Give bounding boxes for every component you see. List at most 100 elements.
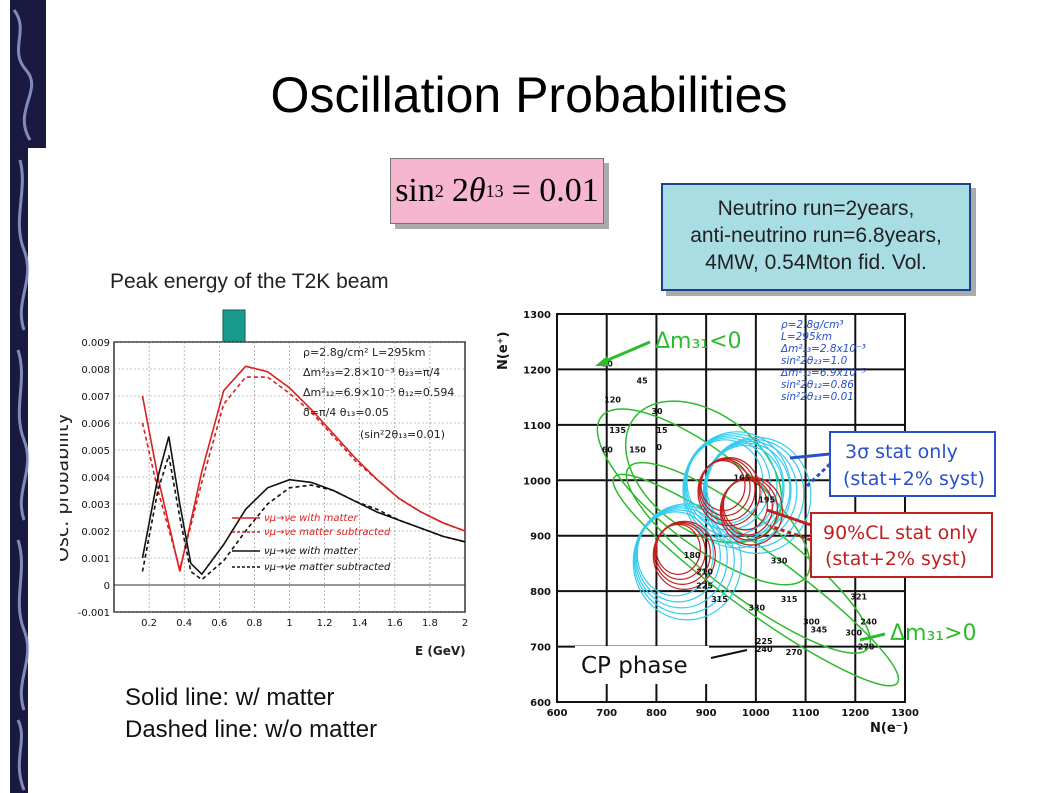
- ne-vs-nepos-chart: 600 700 800 900 1000 1100 1200 1300 600 700 800 900…: [496, 310, 996, 736]
- left-annotation-line: δ=π/4 θ₁₃=0.05: [303, 406, 389, 419]
- cp-phase-label: CP phase: [581, 653, 688, 679]
- cp-phase-point-label: 270: [786, 648, 803, 657]
- right-ytick-label: 700: [530, 643, 551, 654]
- cl90-callout: 90%CL stat only (stat+2% syst): [766, 508, 993, 578]
- cp-phase-point-label: 225: [756, 637, 773, 646]
- cp-phase-point-label: 180: [684, 551, 701, 560]
- dashed-line-note: Dashed line: w/o matter: [125, 716, 378, 743]
- right-annotation-line: Δm²₂₃=2.8x10⁻³: [780, 343, 866, 355]
- right-annotation-line: L=295km: [781, 331, 832, 343]
- cp-phase-point-label: 240: [756, 645, 773, 654]
- cp-phase-point-label: 300: [845, 628, 862, 637]
- right-xtick-label: 600: [547, 708, 568, 719]
- left-series-line: [141, 376, 466, 572]
- theta-symbol: θ: [468, 172, 486, 209]
- right-ytick-label: 600: [530, 698, 551, 709]
- cp-phase-point-label: 165: [733, 473, 750, 482]
- cp-phase-point-label: 315: [711, 595, 728, 604]
- cyan-sigma-contour: [633, 505, 735, 615]
- left-legend-entry: νμ→νe matter subtracted: [264, 562, 391, 573]
- cp-phase-point-label: 15: [656, 426, 668, 435]
- cyan-sigma-contour: [635, 509, 721, 603]
- left-ytick-label: 0.005: [81, 446, 110, 457]
- left-annotation: ρ=2.8g/cm² L=295km Δm²₂₃=2.8×10⁻³ θ₂₃=π/…: [303, 346, 454, 441]
- red-cl90-contour: [720, 477, 778, 541]
- cp-phase-point-label: 195: [758, 495, 775, 504]
- left-ytick-label: 0: [104, 581, 110, 592]
- cyan-sigma-contour: [632, 503, 742, 621]
- slide-title: Oscillation Probabilities: [270, 67, 788, 123]
- left-legend-entry: νμ→νe matter subtracted: [264, 527, 391, 538]
- cp-phase-point-label: 270: [858, 642, 875, 651]
- cyan-sigma-contour: [706, 444, 784, 530]
- right-ytick-label: 900: [530, 532, 551, 543]
- right-xtick-label: 1100: [792, 708, 820, 719]
- left-ytick-label: 0.009: [81, 338, 110, 349]
- left-ytick-label: 0.008: [81, 365, 110, 376]
- right-annotation-line: sin²2θ₁₂=0.86: [781, 379, 854, 391]
- dm31-negative-label: Δm₃₁<0: [655, 329, 742, 354]
- cyan-sigma-contour: [703, 438, 805, 548]
- cp-phase-point-label: 135: [609, 426, 626, 435]
- theta-sup: 2: [434, 180, 444, 201]
- red-cl90-contour: [654, 522, 706, 580]
- cp-phase-point-label: 345: [811, 626, 828, 635]
- theta-two: 2: [451, 172, 469, 209]
- left-annotation-line: Δm²₂₃=2.8×10⁻³ θ₂₃=π/4: [303, 366, 440, 379]
- left-xtick-label: 0.2: [141, 618, 157, 629]
- right-ytick-label: 1200: [523, 365, 551, 376]
- cp-phase-point-label: 45: [637, 376, 649, 385]
- left-legend-entry: νμ→νe with matter: [264, 513, 359, 524]
- dm31-positive-label: Δm₃₁>0: [890, 621, 977, 646]
- left-ytick-label: -0.001: [78, 608, 110, 619]
- right-xlabel: N(e⁻): [870, 721, 908, 736]
- right-ytick-label: 800: [530, 587, 551, 598]
- left-xtick-label: 2: [462, 618, 468, 629]
- cyan-sigma-contour: [636, 511, 714, 597]
- decorative-left-strip: [0, 0, 48, 793]
- cyan-sigma-contour: [704, 440, 798, 542]
- params-line-2: anti-neutrino run=6.8years,: [690, 224, 942, 247]
- left-xtick-label: 0.6: [211, 618, 227, 629]
- cp-phase-point-label: 330: [748, 604, 765, 613]
- left-ytick-label: 0.007: [81, 392, 110, 403]
- cp-phase-point-label: 60: [602, 446, 614, 455]
- right-xtick-label: 1200: [841, 708, 869, 719]
- left-xlabel: E (GeV): [415, 644, 466, 658]
- cp-phase-point-label: 240: [860, 617, 877, 626]
- cyan-sigma-contour: [683, 433, 785, 543]
- left-xtick-label: 0.4: [176, 618, 192, 629]
- cp-phase-point-label: 300: [803, 617, 820, 626]
- cl90-line-1: 90%CL stat only: [823, 522, 978, 544]
- params-line-3: 4MW, 0.54Mton fid. Vol.: [705, 251, 927, 274]
- right-xtick-label: 1000: [742, 708, 770, 719]
- cp-phase-point-label: 225: [696, 581, 713, 590]
- osc-probability-chart: -0.001 0 0.001 0.002 0.003 0.004 0.005 0.006 0.0…: [60, 309, 468, 658]
- peak-energy-label: Peak energy of the T2K beam: [110, 270, 389, 293]
- right-xtick-label: 1300: [891, 708, 919, 719]
- left-annotation-line: Δm²₁₂=6.9×10⁻⁵ θ₁₂=0.594: [303, 386, 454, 399]
- solid-line-note: Solid line: w/ matter: [125, 684, 335, 711]
- cp-phase-point-label: 210: [696, 568, 713, 577]
- left-ytick-label: 0.004: [81, 473, 110, 484]
- right-ytick-label: 1100: [523, 421, 551, 432]
- green-contour-dm-pos-outer: [612, 473, 900, 687]
- left-ytick-label: 0.006: [81, 419, 110, 430]
- cp-phase-point-label: 330: [771, 556, 788, 565]
- right-annotation: ρ=2.8g/cm³ L=295km Δm²₂₃=2.8x10⁻³ sin²2θ…: [780, 319, 866, 403]
- right-plot-frame: [556, 313, 906, 703]
- right-xtick-label: 900: [696, 708, 717, 719]
- red-cl90-contour: [722, 479, 768, 531]
- left-legend: νμ→νe with matter νμ→νe matter subtracte…: [232, 513, 391, 573]
- cyan-sigma-contour: [682, 431, 792, 549]
- right-xtick-label: 700: [596, 708, 617, 719]
- sigma3-callout: 3σ stat only (stat+2% syst): [789, 431, 996, 497]
- left-xtick-label: 1.4: [352, 618, 368, 629]
- run-parameters-box: Neutrino run=2years, anti-neutrino run=6…: [661, 183, 971, 291]
- cp-phase-point-label: 321: [850, 592, 867, 601]
- right-xtick-label: 800: [646, 708, 667, 719]
- sigma3-line-1: 3σ stat only: [845, 441, 958, 463]
- left-annotation-line: (sin²2θ₁₃=0.01): [360, 428, 445, 441]
- right-ytick-label: 1000: [523, 476, 551, 487]
- left-ytick-label: 0.002: [81, 527, 110, 538]
